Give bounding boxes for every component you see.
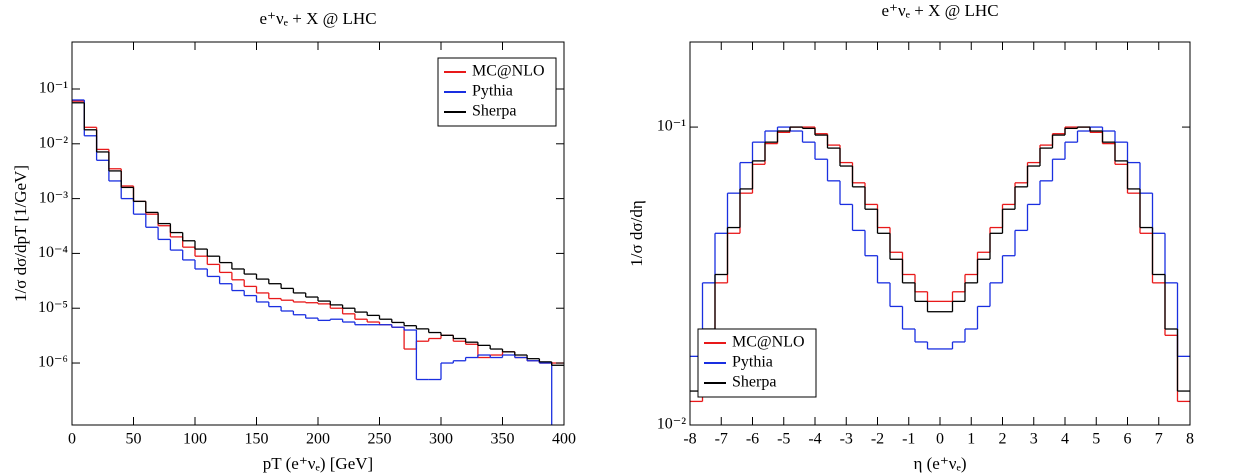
legend-label: Sherpa — [472, 103, 516, 120]
x-tick-label: 0 — [68, 431, 76, 448]
x-tick-label: 300 — [429, 431, 453, 448]
y-tick-label: 10⁻¹ — [657, 118, 686, 135]
x-tick-label: -1 — [902, 431, 915, 448]
x-tick-label: -2 — [871, 431, 884, 448]
x-tick-label: 100 — [183, 431, 207, 448]
x-tick-label: -7 — [715, 431, 728, 448]
legend-label: Pythia — [732, 354, 773, 371]
y-tick-label: 10⁻⁶ — [38, 354, 68, 371]
y-tick-label: 10⁻³ — [39, 189, 68, 206]
x-axis-label: pT (e⁺νₑ) [GeV] — [263, 454, 373, 473]
chart-title: e⁺νₑ + X @ LHC — [881, 1, 998, 20]
x-axis-label: η (e⁺νₑ) — [913, 454, 966, 473]
y-tick-label: 10⁻² — [39, 134, 68, 151]
legend-label: Pythia — [472, 83, 513, 100]
chart-title: e⁺νₑ + X @ LHC — [259, 9, 376, 28]
legend-label: MC@NLO — [472, 63, 545, 80]
y-tick-label: 10⁻² — [657, 416, 686, 433]
x-tick-label: 8 — [1186, 431, 1194, 448]
x-tick-label: -3 — [840, 431, 853, 448]
x-tick-label: 350 — [491, 431, 515, 448]
x-tick-label: 1 — [967, 431, 975, 448]
x-tick-label: 4 — [1061, 431, 1069, 448]
x-tick-label: -4 — [808, 431, 821, 448]
x-tick-label: 0 — [936, 431, 944, 448]
x-tick-label: 6 — [1124, 431, 1132, 448]
x-tick-label: 150 — [245, 431, 269, 448]
x-tick-label: -6 — [746, 431, 759, 448]
y-axis-label: 1/σ dσ/dη — [627, 200, 646, 266]
x-tick-label: -8 — [683, 431, 696, 448]
x-tick-label: 200 — [306, 431, 330, 448]
x-tick-label: 5 — [1092, 431, 1100, 448]
x-tick-label: 50 — [126, 431, 142, 448]
x-tick-label: 2 — [999, 431, 1007, 448]
x-tick-label: -5 — [777, 431, 790, 448]
legend-label: Sherpa — [732, 374, 776, 391]
x-tick-label: 400 — [552, 431, 576, 448]
y-tick-label: 10⁻¹ — [39, 80, 68, 97]
y-tick-label: 10⁻⁴ — [38, 244, 68, 261]
y-axis-label: 1/σ dσ/dpT [1/GeV] — [11, 165, 30, 302]
legend-label: MC@NLO — [732, 334, 805, 351]
plot-area — [690, 126, 1190, 403]
x-tick-label: 3 — [1030, 431, 1038, 448]
x-tick-label: 7 — [1155, 431, 1163, 448]
plot-area — [72, 99, 564, 425]
x-tick-label: 250 — [368, 431, 392, 448]
y-tick-label: 10⁻⁵ — [38, 299, 68, 316]
